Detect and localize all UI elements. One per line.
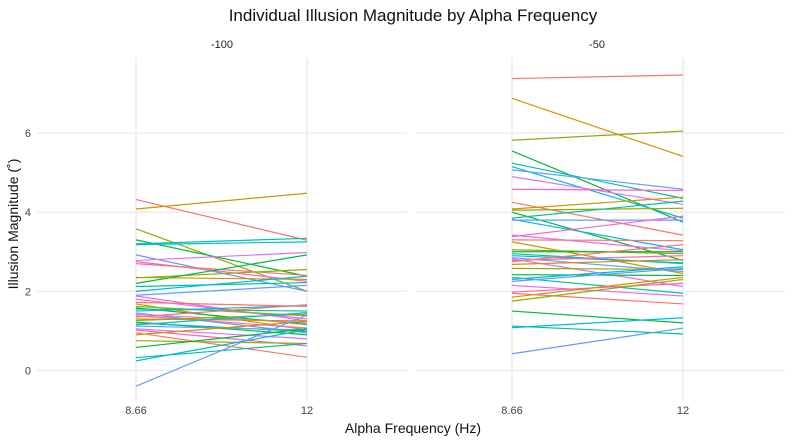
subject-line [135,239,308,277]
y-tick-label: 0 [25,365,31,377]
subject-line [511,276,684,294]
x-tick-label: 8.66 [501,405,522,417]
subject-line [511,196,684,210]
y-tick-label: 2 [25,286,31,298]
subject-line [135,308,308,312]
x-axis-ticks: 8.66 12 8.66 12 [125,405,689,417]
subject-line [135,328,308,349]
subject-line [511,259,684,265]
subject-line [511,188,684,192]
subject-line [511,201,684,236]
subject-line [135,315,308,329]
subject-line [135,328,308,340]
y-tick-label: 6 [25,128,31,140]
facet-label-right: -50 [589,39,605,51]
subject-line [135,198,308,241]
subject-line [135,284,308,296]
subject-line [135,275,308,292]
x-axis-label: Alpha Frequency (Hz) [345,420,481,436]
subject-line [135,329,308,362]
chart-title: Individual Illusion Magnitude by Alpha F… [229,6,598,25]
subject-line [511,74,684,80]
panel-right-grid [416,58,785,400]
subject-line [135,314,308,387]
subject-line [511,317,684,329]
subject-line [511,292,684,305]
subject-line [135,237,308,245]
subject-line [135,320,308,336]
subject-line [135,261,308,282]
subject-line [511,255,684,262]
x-tick-label: 12 [301,405,313,417]
subject-line [511,239,684,242]
subject-line [135,251,308,262]
subject-line [511,166,684,219]
subject-line [135,322,308,333]
subject-line [135,312,308,326]
subject-line [511,310,684,324]
subject-line [511,162,684,199]
panel-right-lines [511,74,684,355]
subject-line [511,130,684,141]
subject-line [511,266,684,281]
y-tick-label: 4 [25,207,31,219]
subject-line [511,327,684,355]
subject-line [511,267,684,282]
panel-left-grid [37,58,407,400]
subject-line [135,254,308,284]
subject-line [135,268,308,279]
x-tick-label: 8.66 [125,405,146,417]
subject-line [511,150,684,223]
subject-line [511,234,684,252]
subject-line [135,241,308,246]
y-axis-ticks: 0 2 4 6 [25,128,31,377]
x-tick-label: 12 [677,405,689,417]
subject-line [511,218,684,251]
subject-line [511,97,684,158]
subject-line [135,281,308,288]
subject-line [511,215,684,238]
subject-line [135,301,308,307]
panel-left-lines [135,192,308,387]
subject-line [135,228,308,292]
subject-line [511,169,684,190]
y-axis-label: Illusion Magnitude (˚) [5,159,21,290]
subject-line [135,192,308,210]
subject-line [511,200,684,219]
facet-label-left: -100 [211,39,233,51]
subject-line [135,340,308,345]
subject-line [511,276,684,298]
subject-line [511,244,684,263]
subject-line [511,255,684,264]
subject-line [511,325,684,335]
subject-line [511,278,684,302]
subject-line [135,304,308,318]
